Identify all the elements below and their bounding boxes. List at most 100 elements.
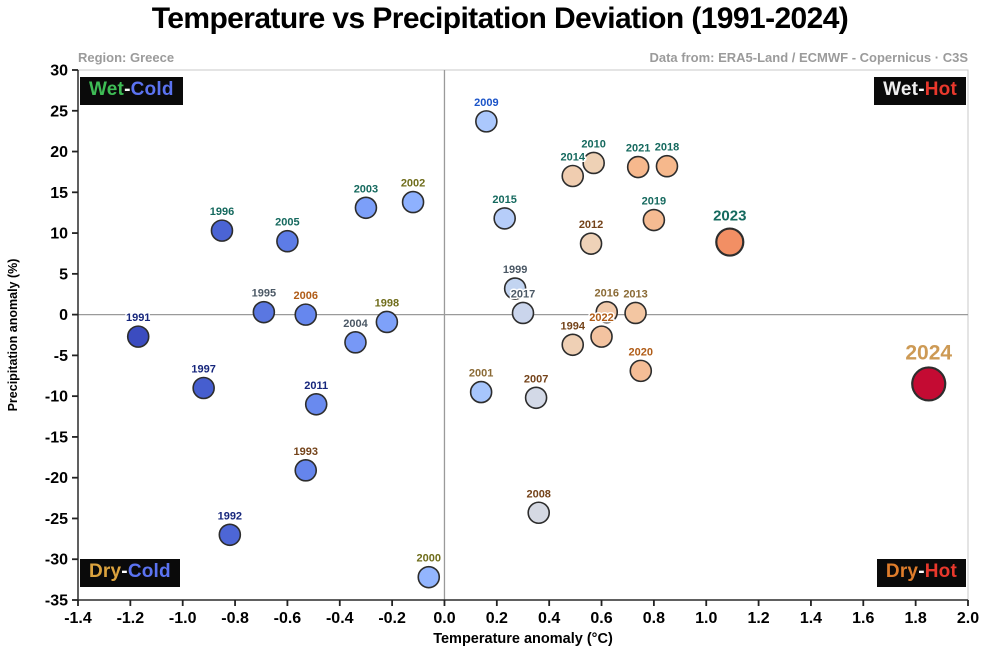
quadrant-label-part: Cold — [127, 561, 171, 582]
data-point-2010 — [582, 151, 605, 175]
data-point-2018 — [655, 154, 679, 178]
data-point-2003 — [354, 196, 378, 220]
y-tick-label: 20 — [50, 144, 68, 161]
subheader: Region: Greece Data from: ERA5-Land / EC… — [78, 50, 968, 65]
data-point-1992 — [218, 523, 242, 547]
y-tick-label: 30 — [50, 63, 68, 80]
point-label-1995: 1995 — [252, 288, 276, 300]
x-tick-label: -1.0 — [169, 610, 197, 627]
point-label-1998: 1998 — [375, 297, 399, 309]
y-tick-label: 5 — [59, 266, 68, 283]
data-point-2022 — [590, 325, 613, 348]
point-label-2012: 2012 — [579, 219, 603, 231]
x-axis-title: Temperature anomaly (°C) — [433, 631, 613, 647]
x-tick-label: 0.6 — [590, 610, 612, 627]
point-label-2018: 2018 — [655, 142, 679, 154]
point-label-1992: 1992 — [218, 510, 242, 522]
y-tick-label: 25 — [50, 103, 68, 120]
data-point-2013 — [624, 301, 647, 325]
data-point-2017 — [511, 301, 535, 325]
quadrant-label-part: Dry — [89, 561, 122, 582]
x-tick-label: -0.4 — [326, 610, 354, 627]
y-tick-label: -35 — [45, 593, 68, 610]
data-point-2015 — [493, 207, 516, 230]
data-point-2024 — [911, 366, 947, 402]
quadrant-label-bottom-right: Dry-Hot — [876, 559, 966, 587]
point-label-2003: 2003 — [354, 183, 378, 195]
quadrant-label-part: Hot — [924, 561, 957, 582]
y-tick-label: 0 — [59, 307, 68, 324]
data-point-2016 — [595, 300, 619, 324]
x-tick-label: 1.6 — [852, 610, 874, 627]
point-label-1999: 1999 — [503, 264, 527, 276]
x-tick-label: 1.4 — [800, 610, 822, 627]
point-label-2007: 2007 — [524, 373, 548, 385]
y-tick-label: -20 — [45, 470, 68, 487]
point-label-1997: 1997 — [191, 364, 215, 376]
plot-border — [77, 69, 969, 601]
x-tick-label: 1.8 — [905, 610, 927, 627]
data-point-2002 — [401, 190, 425, 214]
data-point-2012 — [579, 232, 603, 255]
x-tick-label: -1.4 — [64, 610, 92, 627]
point-label-2020: 2020 — [629, 346, 653, 358]
quadrant-label-part: - — [918, 561, 925, 582]
data-point-2009 — [475, 110, 498, 133]
quadrant-label-part: Cold — [130, 79, 174, 100]
point-label-2021: 2021 — [626, 143, 650, 155]
data-point-2020 — [629, 359, 653, 383]
point-label-2013: 2013 — [623, 288, 647, 300]
y-tick-label: 15 — [50, 185, 68, 202]
data-point-2008 — [527, 501, 551, 525]
point-label-2002: 2002 — [401, 178, 425, 190]
quadrant-label-bottom-left: Dry-Cold — [80, 559, 180, 587]
data-point-2007 — [524, 386, 548, 410]
y-tick-label: 10 — [50, 226, 68, 243]
data-point-2001 — [469, 380, 493, 404]
y-tick-label: -30 — [45, 552, 68, 569]
y-tick-label: -15 — [45, 429, 68, 446]
point-label-2009: 2009 — [474, 97, 498, 109]
point-label-2024: 2024 — [905, 341, 952, 364]
region-label: Region: Greece — [78, 50, 175, 65]
quadrant-label-part: Wet — [883, 79, 919, 100]
x-tick-label: -0.2 — [378, 610, 406, 627]
data-point-2004 — [344, 331, 367, 354]
data-point-2005 — [276, 229, 299, 253]
point-label-2006: 2006 — [293, 290, 317, 302]
x-tick-label: 1.2 — [747, 610, 769, 627]
point-label-2014: 2014 — [560, 152, 585, 164]
quadrant-label-part: Dry — [885, 561, 919, 582]
x-tick-label: 0.4 — [538, 610, 560, 627]
point-label-2015: 2015 — [492, 194, 516, 206]
point-label-1991: 1991 — [126, 312, 150, 324]
point-label-2010: 2010 — [581, 138, 605, 150]
data-point-2000 — [417, 565, 441, 589]
chart-title: Temperature vs Precipitation Deviation (… — [151, 2, 849, 35]
data-point-1994 — [561, 333, 585, 357]
quadrant-label-part: - — [124, 79, 131, 100]
point-label-1994: 1994 — [560, 320, 585, 332]
point-label-2000: 2000 — [417, 553, 441, 565]
x-tick-label: 1.0 — [695, 610, 717, 627]
data-source-label: Data from: ERA5-Land / ECMWF - Copernicu… — [649, 50, 968, 65]
x-tick-label: 0.8 — [643, 610, 665, 627]
quadrant-label-top-right: Wet-Hot — [874, 77, 966, 105]
y-tick-label: -25 — [45, 511, 68, 528]
point-label-1996: 1996 — [210, 206, 234, 218]
point-label-2019: 2019 — [642, 196, 666, 208]
point-label-2023: 2023 — [713, 208, 746, 225]
y-tick-label: -5 — [54, 348, 68, 365]
quadrant-label-part: - — [918, 79, 925, 100]
data-point-1999 — [503, 277, 527, 300]
quadrant-label-top-left: Wet-Cold — [80, 77, 183, 105]
quadrant-label-part: Hot — [924, 79, 957, 100]
quadrant-label-part: - — [121, 561, 128, 582]
data-point-2006 — [294, 303, 318, 326]
quadrant-label-part: Wet — [89, 79, 125, 100]
x-tick-label: 0.0 — [433, 610, 455, 627]
x-tick-label: 0.2 — [486, 610, 508, 627]
data-point-1993 — [294, 459, 318, 482]
data-point-1995 — [252, 300, 276, 324]
